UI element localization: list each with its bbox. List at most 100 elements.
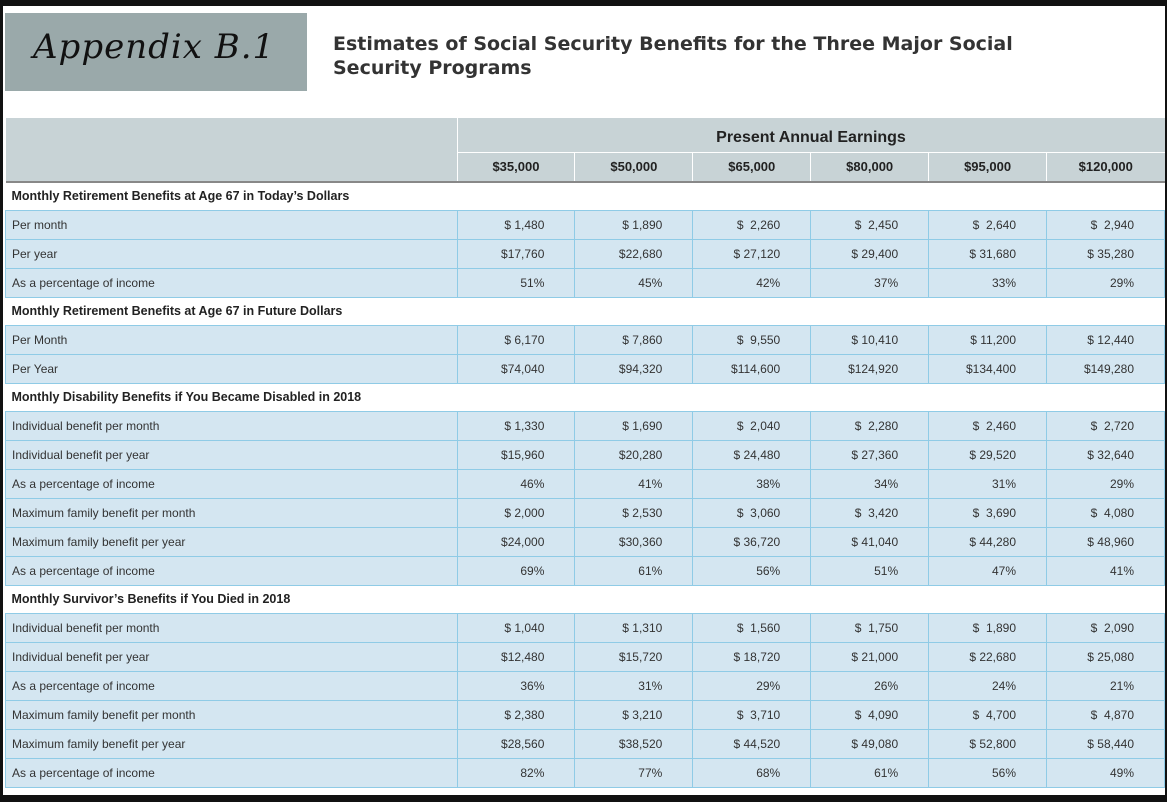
table-cell: $ 1,690: [574, 410, 694, 441]
table-cell: $ 4,700: [928, 699, 1048, 730]
appendix-label: Appendix B.1: [5, 13, 307, 91]
row-label: As a percentage of income: [5, 555, 458, 586]
table-cell: 31%: [928, 468, 1048, 499]
column-header: $50,000: [574, 152, 693, 183]
table-cell: $ 27,120: [692, 238, 812, 269]
table-cell: 56%: [692, 555, 812, 586]
table-row: Per Month $ 6,170 $ 7,860 $ 9,550 $ 10,410 $ …: [5, 324, 1165, 355]
section-header: Monthly Disability Benefits if You Becam…: [5, 383, 1165, 411]
table-cell: 33%: [928, 267, 1048, 298]
table-row: As a percentage of income 82% 77% 68% 61% 56%…: [5, 757, 1165, 788]
table-cell: $ 25,080: [1046, 641, 1165, 672]
table-cell: $15,960: [456, 439, 576, 470]
table-cell: $ 1,480: [456, 209, 576, 240]
table-cell: $24,000: [456, 526, 576, 557]
column-header: $120,000: [1046, 152, 1165, 183]
table-cell: $ 29,520: [928, 439, 1048, 470]
table-cell: 49%: [1046, 757, 1165, 788]
table-cell: 41%: [574, 468, 694, 499]
table-cell: $17,760: [456, 238, 576, 269]
table-cell: 42%: [692, 267, 812, 298]
table-cell: $15,720: [574, 641, 694, 672]
table-cell: 51%: [456, 267, 576, 298]
table-cell: $ 44,520: [692, 728, 812, 759]
row-label: As a percentage of income: [5, 757, 458, 788]
table-row: Per month $ 1,480 $ 1,890 $ 2,260 $ 2,450 $ 2…: [5, 209, 1165, 240]
table-cell: $22,680: [574, 238, 694, 269]
row-label: Per Year: [5, 353, 458, 384]
table-cell: $149,280: [1046, 353, 1165, 384]
table-cell: $ 2,380: [456, 699, 576, 730]
row-label: Per month: [5, 209, 458, 240]
table-cell: $ 35,280: [1046, 238, 1165, 269]
table-row: Maximum family benefit per month $ 2,000 $…: [5, 497, 1165, 528]
table-cell: $114,600: [692, 353, 812, 384]
table-cell: $ 24,480: [692, 439, 812, 470]
section-header: Monthly Retirement Benefits at Age 67 in…: [5, 182, 1165, 210]
table-cell: $ 1,330: [456, 410, 576, 441]
row-label: As a percentage of income: [5, 468, 458, 499]
table-cell: $ 4,080: [1046, 497, 1165, 528]
table-cell: 37%: [810, 267, 930, 298]
table-cell: $ 4,090: [810, 699, 930, 730]
document-page: Appendix B.1 Estimates of Social Securit…: [3, 6, 1165, 795]
table-cell: 61%: [810, 757, 930, 788]
table-cell: $ 3,420: [810, 497, 930, 528]
table-cell: $ 11,200: [928, 324, 1048, 355]
table-cell: 38%: [692, 468, 812, 499]
table-cell: 31%: [574, 670, 694, 701]
table-cell: $ 2,280: [810, 410, 930, 441]
table-cell: 29%: [1046, 267, 1165, 298]
table-cell: 82%: [456, 757, 576, 788]
table-cell: $ 3,060: [692, 497, 812, 528]
table-cell: 34%: [810, 468, 930, 499]
table-cell: $ 2,640: [928, 209, 1048, 240]
table-cell: $ 12,440: [1046, 324, 1165, 355]
table-cell: $ 36,720: [692, 526, 812, 557]
table-cell: 51%: [810, 555, 930, 586]
row-label: Maximum family benefit per year: [5, 728, 458, 759]
table-row: As a percentage of income 69% 61% 56% 51% 47%…: [5, 555, 1165, 586]
row-label: Individual benefit per month: [5, 410, 458, 441]
table-cell: $ 29,400: [810, 238, 930, 269]
table-cell: $20,280: [574, 439, 694, 470]
table-cell: $ 2,260: [692, 209, 812, 240]
column-header: $35,000: [456, 152, 575, 183]
table-cell: $ 22,680: [928, 641, 1048, 672]
table-cell: $ 9,550: [692, 324, 812, 355]
table-cell: $ 2,000: [456, 497, 576, 528]
table-cell: 56%: [928, 757, 1048, 788]
table-row: Maximum family benefit per month $ 2,380 $…: [5, 699, 1165, 730]
section-header: Monthly Survivor’s Benefits if You Died …: [5, 585, 1165, 613]
table-cell: 29%: [1046, 468, 1165, 499]
table-cell: $ 2,090: [1046, 612, 1165, 643]
table-cell: $ 2,460: [928, 410, 1048, 441]
header-corner: [5, 118, 457, 183]
table-cell: $28,560: [456, 728, 576, 759]
table-cell: $124,920: [810, 353, 930, 384]
table-cell: $ 3,710: [692, 699, 812, 730]
table-cell: $ 2,720: [1046, 410, 1165, 441]
column-header: $80,000: [810, 152, 929, 183]
table-cell: $ 49,080: [810, 728, 930, 759]
table-cell: $ 7,860: [574, 324, 694, 355]
table-cell: $ 1,560: [692, 612, 812, 643]
table-cell: 68%: [692, 757, 812, 788]
table-cell: $ 4,870: [1046, 699, 1165, 730]
column-header: $65,000: [692, 152, 811, 183]
table-cell: $ 3,210: [574, 699, 694, 730]
table-cell: $ 48,960: [1046, 526, 1165, 557]
table-cell: $30,360: [574, 526, 694, 557]
table-cell: $ 1,750: [810, 612, 930, 643]
table-cell: 45%: [574, 267, 694, 298]
table-cell: $94,320: [574, 353, 694, 384]
column-header: $95,000: [928, 152, 1047, 183]
table-row: As a percentage of income 36% 31% 29% 26% 24%…: [5, 670, 1165, 701]
table-cell: $ 1,890: [928, 612, 1048, 643]
table-cell: $74,040: [456, 353, 576, 384]
table-cell: 36%: [456, 670, 576, 701]
table-row: Maximum family benefit per year $28,560 $3…: [5, 728, 1165, 759]
table-row: Per Year $74,040 $94,320 $114,600 $124,920 $1…: [5, 353, 1165, 384]
table-row: Individual benefit per year $12,480 $15,72…: [5, 641, 1165, 672]
table-row: Per year $17,760 $22,680 $ 27,120 $ 29,400 $ …: [5, 238, 1165, 269]
